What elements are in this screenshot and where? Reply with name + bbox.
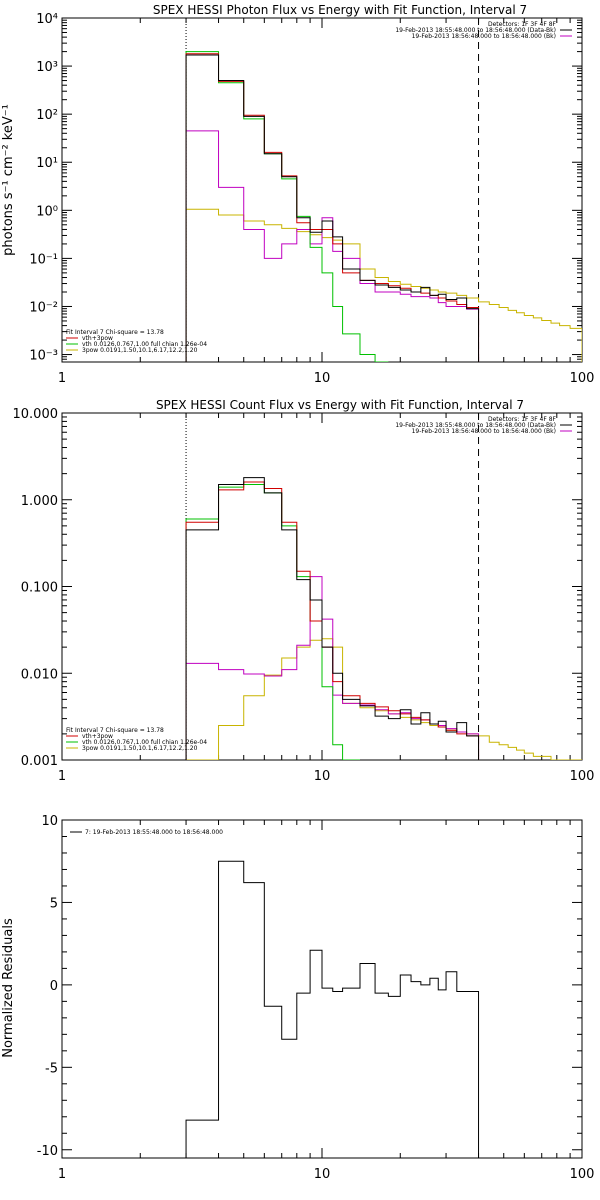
x-tick-label: 10 <box>314 1167 331 1182</box>
y-tick-label: 0 <box>50 979 58 994</box>
fit-legend-text: 3pow 0.0191,1.50,10.1,6.17,12.2,1.20 <box>82 745 198 752</box>
residual-legend-text: 7: 19-Feb-2013 18:55:48.000 to 18:56:48.… <box>85 829 223 836</box>
photon-flux-title: SPEX HESSI Photon Flux vs Energy with Fi… <box>153 3 527 17</box>
y-tick-label: 5 <box>50 896 58 911</box>
y-tick-label: 10 <box>41 814 58 829</box>
x-tick-label: 100 <box>570 769 595 784</box>
series-line <box>185 130 480 362</box>
x-tick-label: 10 <box>314 371 331 386</box>
series-line <box>185 477 480 760</box>
fit-legend-text: vth 0.0126,0.767,1.00 full chian 1.26e-0… <box>82 739 207 746</box>
yellow-series <box>185 208 582 362</box>
legend-header-text: 19-Feb-2013 18:55:48.000 to 18:56:48.000… <box>395 422 556 429</box>
y-tick-label: 10⁴ <box>36 12 58 27</box>
count-flux-panel: SPEX HESSI Count Flux vs Energy with Fit… <box>13 398 595 784</box>
plot-frame <box>61 17 583 363</box>
legend-header-text: 19-Feb-2013 18:56:48.000 to 18:56:48.000… <box>412 428 556 435</box>
y-tick-label: 10.000 <box>13 407 59 422</box>
photon-flux-panel: SPEX HESSI Photon Flux vs Energy with Fi… <box>1 3 594 386</box>
y-tick-label: 10⁰ <box>36 204 58 219</box>
y-tick-label: 10² <box>36 108 58 123</box>
y-tick-label: 0.001 <box>21 754 58 769</box>
y-tick-label: 1.000 <box>21 494 58 509</box>
series-line <box>185 53 480 362</box>
x-tick-label: 1 <box>58 769 66 784</box>
count-flux-title: SPEX HESSI Count Flux vs Energy with Fit… <box>156 398 524 412</box>
series-line <box>185 576 480 760</box>
series-line <box>185 54 480 362</box>
series-line <box>185 481 480 760</box>
yellow-series <box>186 638 582 760</box>
residuals-panel: Normalized Residuals 1 10 100 -10 -5 0 5 10 7: 1… <box>1 814 594 1182</box>
fit-legend-text: Fit Interval 7 Chi-square = 13.78 <box>66 329 164 336</box>
residuals-ylabel: Normalized Residuals <box>1 918 16 1058</box>
x-tick-label: 10 <box>314 769 331 784</box>
y-tick-label: 0.010 <box>21 667 58 682</box>
y-tick-label: -10 <box>37 1144 58 1159</box>
legend-header-text: Detectors: 1F 3F 4F 8F <box>488 21 557 28</box>
fit-legend-text: vth 0.0126,0.767,1.00 full chian 1.26e-0… <box>82 341 207 348</box>
fit-legend-text: vth+3pow <box>82 733 113 740</box>
photon-flux-ylabel: photons s⁻¹ cm⁻² keV⁻¹ <box>1 104 16 256</box>
x-tick-label: 1 <box>58 1167 66 1182</box>
y-tick-label: -5 <box>45 1061 58 1076</box>
y-tick-label: 10³ <box>36 60 58 75</box>
y-tick-label: 10⁻² <box>29 300 58 315</box>
legend-header-text: 19-Feb-2013 18:56:48.000 to 18:56:48.000… <box>412 33 556 40</box>
plot-frame <box>61 819 583 1159</box>
x-tick-label: 100 <box>570 371 595 386</box>
y-tick-label: 0.100 <box>21 581 58 596</box>
x-tick-label: 1 <box>58 371 66 386</box>
fit-legend-text: 3pow 0.0191,1.50,10.1,6.17,12.2,1.20 <box>82 347 198 354</box>
fit-legend-text: Fit Interval 7 Chi-square = 13.78 <box>66 727 164 734</box>
series-line <box>185 483 360 760</box>
y-tick-label: 10¹ <box>36 156 58 171</box>
y-tick-label: 10⁻¹ <box>29 252 58 267</box>
series-line <box>185 860 480 1158</box>
x-tick-label: 100 <box>570 1167 595 1182</box>
legend-header-text: 19-Feb-2013 18:55:48.000 to 18:56:48.000… <box>395 27 556 34</box>
series-line <box>185 51 389 362</box>
legend-header-text: Detectors: 1F 3F 4F 8F <box>488 416 557 423</box>
y-tick-label: 10⁻³ <box>29 349 58 364</box>
fit-legend-text: vth+3pow <box>82 335 113 342</box>
